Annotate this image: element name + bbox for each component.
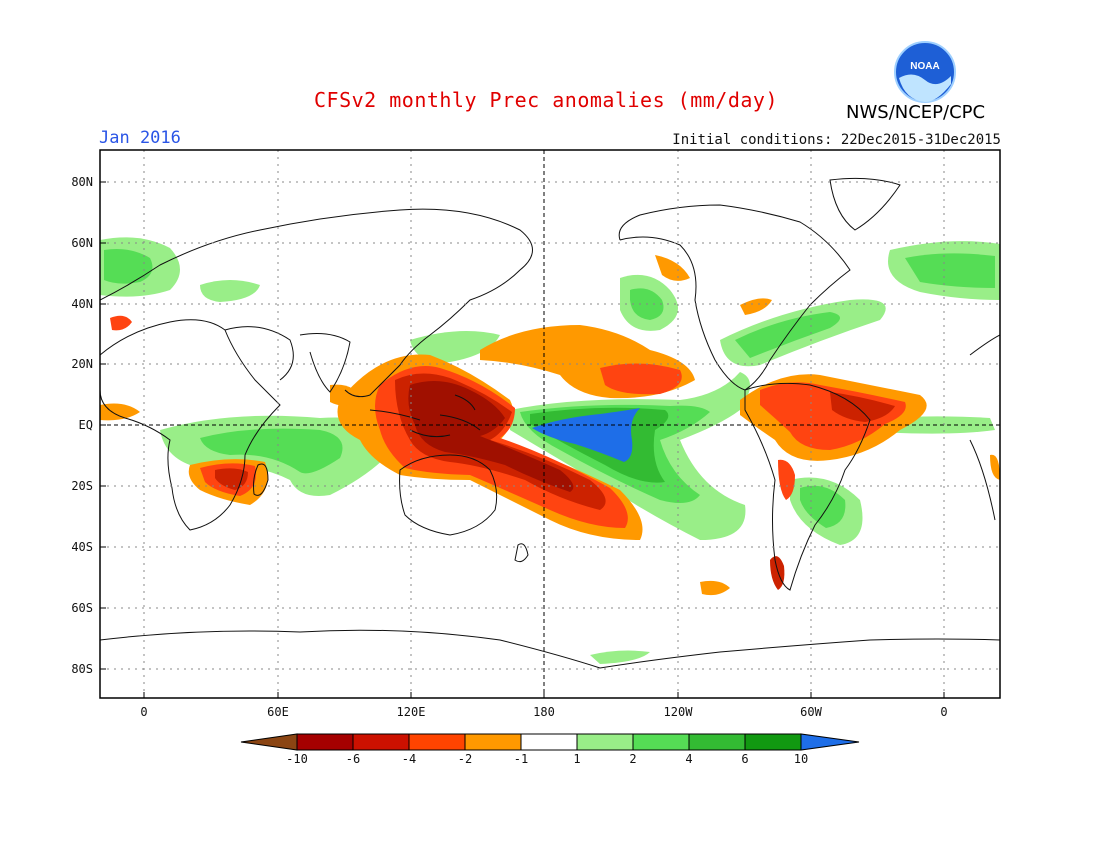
- colorbar-low-arrow: [240, 733, 298, 751]
- lat-label: 40N: [71, 297, 93, 311]
- wet-region-siberia: [200, 280, 260, 302]
- dry-region-npac-sub-core: [600, 363, 682, 395]
- lon-label: 120E: [397, 705, 426, 719]
- wet-region-europe-core: [104, 249, 153, 284]
- colorbar-label: 10: [794, 752, 808, 766]
- dry-region-alaska: [655, 255, 690, 281]
- logo-text: NOAA: [910, 61, 939, 72]
- wet-region-natl-east-core: [905, 253, 995, 288]
- lat-label: 20S: [71, 479, 93, 493]
- initial-conditions: Initial conditions: 22Dec2015-31Dec2015: [672, 132, 1001, 148]
- colorbar-label: 4: [685, 752, 692, 766]
- lat-label: 20N: [71, 357, 93, 371]
- colorbar-label: 6: [741, 752, 748, 766]
- lat-label: 40S: [71, 540, 93, 554]
- colorbar-swatch: [296, 733, 354, 751]
- colorbar-label: 1: [573, 752, 580, 766]
- colorbar-swatch: [576, 733, 634, 751]
- map-frame: [99, 149, 1001, 699]
- coast-madagascar: [253, 463, 269, 496]
- lon-label: 120W: [664, 705, 694, 719]
- lat-label: 60S: [71, 601, 93, 615]
- dry-region-sam-andes: [778, 459, 795, 500]
- coast-eurasia: [100, 208, 533, 398]
- latitude-labels: 80N 60N 40N 20N EQ 20S 40S 60S 80S: [71, 175, 106, 676]
- colorbar-swatch: [352, 733, 410, 751]
- dry-region-africa-west: [100, 403, 140, 421]
- coast-nz: [514, 543, 529, 563]
- longitude-labels: 0 60E 120E 180 120W 60W 0: [140, 692, 948, 719]
- colorbar-label: -4: [402, 752, 416, 766]
- coast-greenland: [829, 177, 901, 231]
- dry-region-europe: [110, 315, 132, 331]
- anomaly-fields: [100, 177, 1000, 669]
- noaa-logo-icon: NOAA: [894, 41, 956, 103]
- agency-label: NWS/NCEP/CPC: [846, 102, 986, 123]
- dry-region-wpac-extreme: [408, 381, 574, 492]
- colorbar: -10 -6 -4 -2 -1 1 2 4 6 10: [240, 733, 860, 766]
- colorbar-swatch: [408, 733, 466, 751]
- coast-africa: [100, 319, 281, 531]
- lon-label: 180: [533, 705, 555, 719]
- wet-region-indian-south-core: [200, 428, 343, 474]
- dry-region-bay-bengal: [330, 384, 360, 406]
- colorbar-swatch: [520, 733, 578, 751]
- coast-seasia-islands: [369, 394, 481, 438]
- lat-label: 60N: [71, 236, 93, 250]
- coast-south-america: [744, 382, 871, 591]
- lon-label: 60E: [267, 705, 289, 719]
- coast-africa-east: [969, 334, 1000, 521]
- coast-australia: [399, 454, 498, 536]
- colorbar-label: -2: [458, 752, 472, 766]
- lat-label: EQ: [79, 418, 93, 432]
- lat-label: 80N: [71, 175, 93, 189]
- colorbar-label: 2: [629, 752, 636, 766]
- lat-label: 80S: [71, 662, 93, 676]
- colorbar-high-arrow: [800, 733, 860, 751]
- lon-label: 0: [940, 705, 947, 719]
- dry-region-sam-west: [770, 556, 785, 590]
- colorbar-label: -1: [514, 752, 528, 766]
- colorbar-label: -6: [346, 752, 360, 766]
- gridlines: [100, 150, 1000, 698]
- lon-label: 0: [140, 705, 147, 719]
- coast-antarctica: [100, 629, 1000, 669]
- wet-region-antarctic: [590, 650, 650, 664]
- coast-arabia-india: [224, 326, 351, 393]
- dry-region-sam-north-core: [760, 382, 906, 450]
- colorbar-swatch: [632, 733, 690, 751]
- colorbar-swatch: [688, 733, 746, 751]
- wet-region-eq-pacific-extreme: [532, 408, 640, 462]
- colorbar-swatch: [744, 733, 802, 751]
- coastlines: [100, 177, 1000, 669]
- dry-region-southern-ocean: [700, 580, 730, 596]
- wet-region-indian-north: [410, 331, 500, 363]
- dry-region-east-atl: [990, 454, 1000, 480]
- dry-region-natl-west: [740, 298, 772, 315]
- colorbar-swatch: [464, 733, 522, 751]
- forecast-month: Jan 2016: [99, 128, 181, 148]
- lon-label: 60W: [800, 705, 822, 719]
- colorbar-label: -10: [286, 752, 308, 766]
- map-title: CFSv2 monthly Prec anomalies (mm/day): [313, 88, 779, 112]
- coast-north-america: [618, 204, 851, 391]
